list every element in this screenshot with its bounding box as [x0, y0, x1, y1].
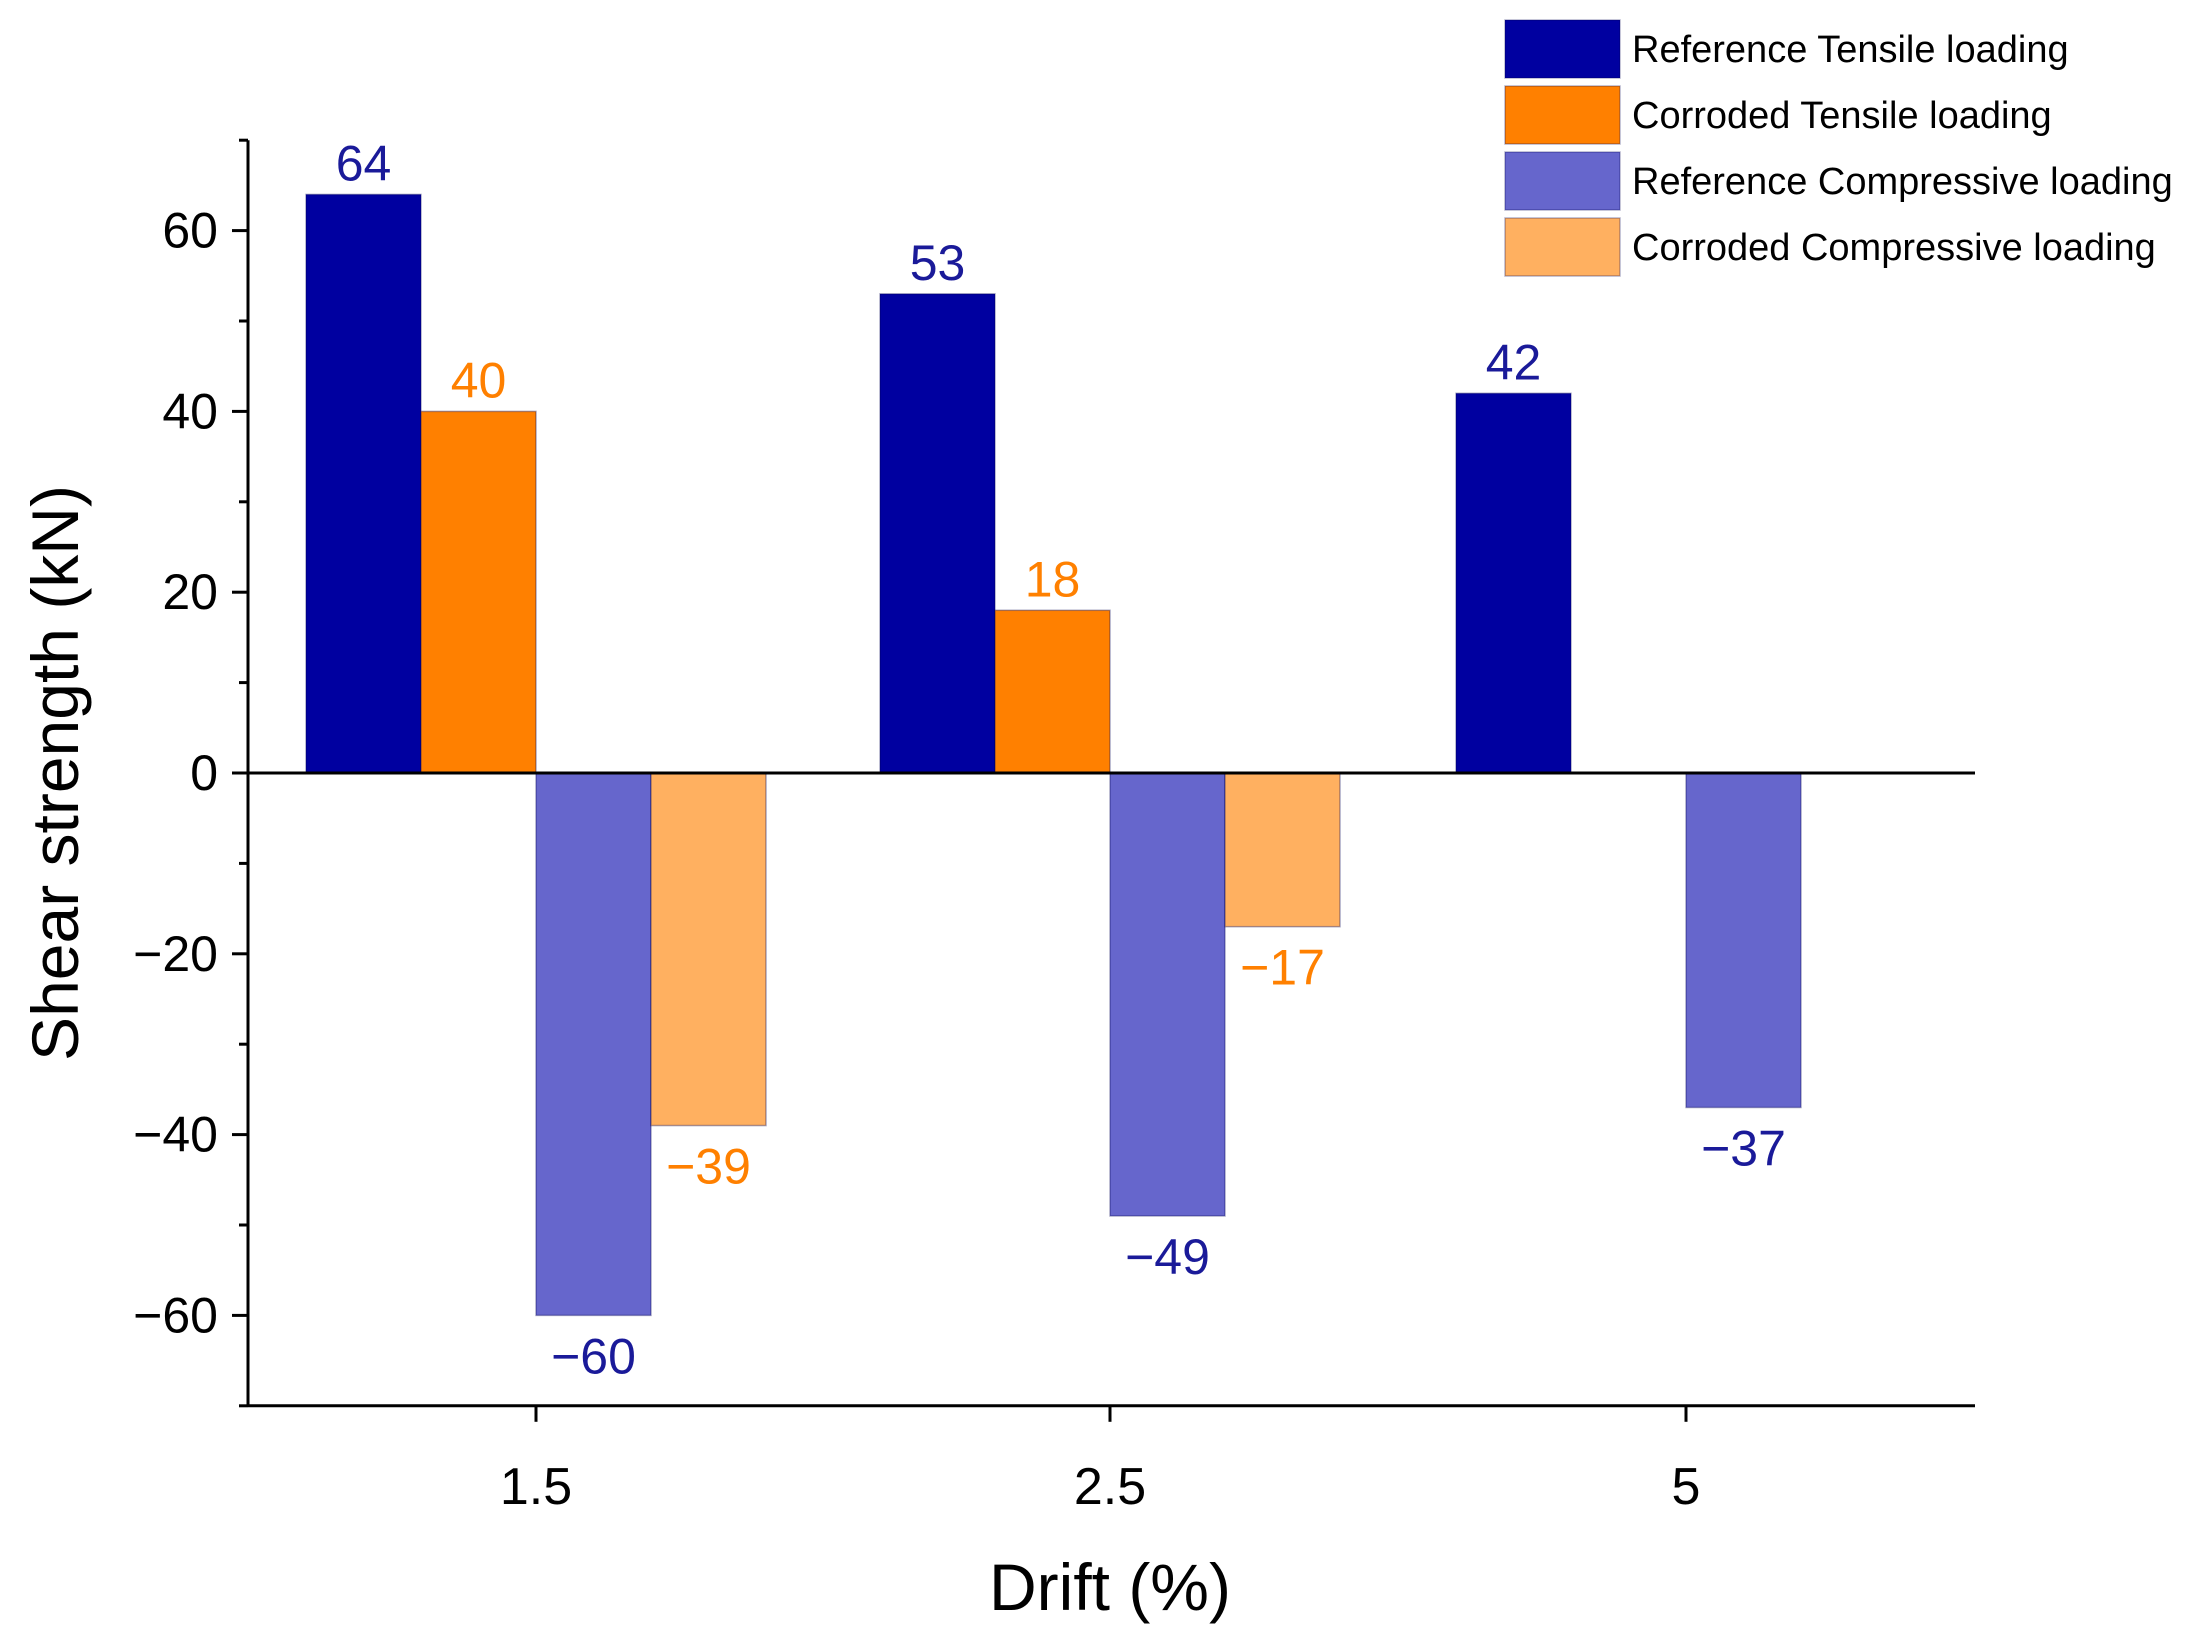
bar — [994, 609, 1111, 774]
legend-swatch — [1504, 217, 1621, 277]
y-tick-label: −60 — [133, 1287, 218, 1343]
legend-label: Corroded Compressive loading — [1632, 227, 2156, 269]
value-label: 40 — [451, 352, 507, 408]
bar — [420, 410, 537, 774]
value-label: −37 — [1701, 1120, 1786, 1176]
legend-label: Corroded Tensile loading — [1632, 95, 2052, 137]
bar — [1224, 772, 1341, 928]
bar — [535, 772, 652, 1317]
bar — [305, 193, 422, 774]
x-axis-title: Drift (%) — [989, 1550, 1231, 1624]
value-label: −60 — [551, 1328, 636, 1384]
x-tick-label: 5 — [1672, 1458, 1701, 1516]
bars-layer — [305, 193, 1802, 1317]
x-tick-label: 2.5 — [1074, 1458, 1146, 1516]
y-tick-label: 0 — [190, 745, 218, 801]
value-label: 18 — [1025, 551, 1081, 607]
bar — [1685, 772, 1802, 1109]
legend-swatch — [1504, 19, 1621, 79]
value-label: 53 — [910, 235, 966, 291]
legend: Reference Tensile loading Corroded Tensil… — [1504, 19, 2173, 277]
legend-swatch — [1504, 151, 1621, 211]
value-label: −17 — [1240, 940, 1325, 996]
y-tick-label: −20 — [133, 926, 218, 982]
y-tick-label: −40 — [133, 1107, 218, 1163]
y-tick-label: 40 — [162, 383, 218, 439]
axes-layer: −60 −40 −20 0 20 40 60 1.5 2.5 5 — [133, 138, 1975, 1516]
y-tick-label: 20 — [162, 564, 218, 620]
bar — [879, 293, 996, 774]
legend-swatch — [1504, 85, 1621, 145]
value-labels-layer: 64 53 42 40 18 −60 −49 −37 −39 −17 — [336, 135, 1786, 1384]
value-label: −39 — [666, 1139, 751, 1195]
legend-label: Reference Tensile loading — [1632, 29, 2069, 71]
bar — [1455, 392, 1572, 774]
value-label: 64 — [336, 135, 392, 191]
bar — [650, 772, 767, 1127]
y-tick-label: 60 — [162, 203, 218, 259]
value-label: −49 — [1125, 1229, 1210, 1285]
bar — [1109, 772, 1226, 1217]
legend-label: Reference Compressive loading — [1632, 161, 2173, 203]
x-tick-label: 1.5 — [500, 1458, 572, 1516]
value-label: 42 — [1486, 334, 1542, 390]
y-axis-title: Shear strength (kN) — [18, 485, 92, 1061]
